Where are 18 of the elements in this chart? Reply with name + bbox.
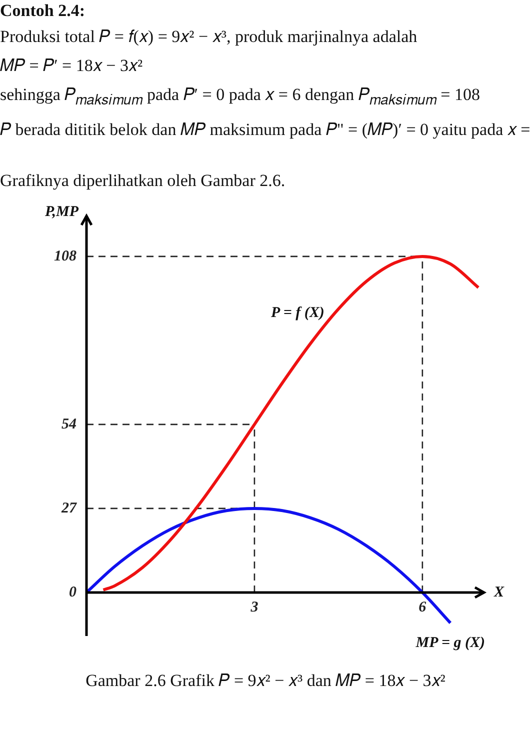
text: sehingga 𝑃$_{𝑚𝑎𝑘𝑠𝑖𝑚𝑢𝑚}$ pada 𝑃′ = 0 pada 𝑥 = 6 dengan 𝑃$_{𝑚𝑎𝑘𝑠𝑖𝑚𝑢𝑚}$ = 108 [0,84,481,110]
line-series [86,507,452,625]
text: 𝑃 berada dititik belok dan 𝑀𝑃 maksimum pada 𝑃" = (𝑀𝑃)′ = 0 yaitu pada 𝑥 = [0,119,531,142]
y-tick-label: 0 [69,584,77,601]
series-label: P = f (X) [271,305,324,322]
x-tick-label: 3 [250,600,259,616]
y-axis-title: P,MP [45,204,80,220]
chart-title: Contoh 2.4: [0,0,86,22]
y-tick-label: 54 [62,416,77,433]
text: Produksi total 𝑃 = 𝑓(𝑥) = 9𝑥² − 𝑥³, produk marjinalnya adalah [0,26,418,48]
x-tick-label: 6 [418,600,427,616]
x-axis-title: X [493,584,505,601]
text: Gambar 2.6 Grafik 𝑃 = 9𝑥² − 𝑥³ dan 𝑀𝑃 = 18𝑥 − 3𝑥² [84,670,446,692]
series-label: MP = g (X) [414,635,486,652]
text: 𝑀𝑃 = 𝑃′ = 18𝑥 − 3𝑥² [0,55,144,77]
y-tick-label: 27 [60,500,77,517]
y-tick-label: 108 [54,248,77,265]
chart-subtitle: Grafiknya diperlihatkan oleh Gambar 2.6. [0,170,286,192]
